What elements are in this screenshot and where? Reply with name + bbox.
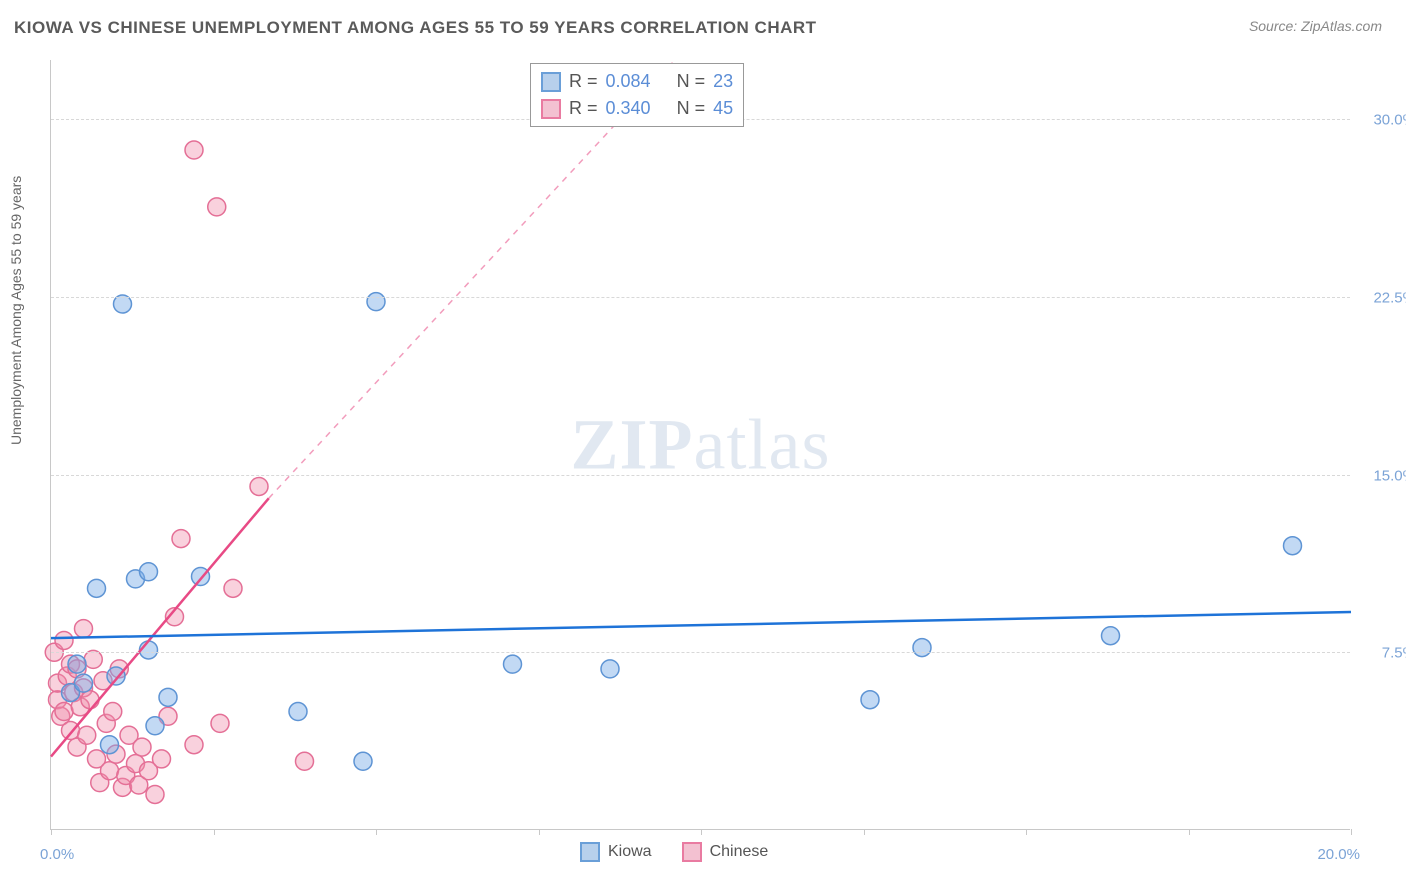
x-tick — [864, 829, 865, 835]
x-tick — [701, 829, 702, 835]
chart-source: Source: ZipAtlas.com — [1249, 18, 1382, 34]
legend-item-chinese: Chinese — [682, 842, 769, 862]
y-tick-label: 22.5% — [1356, 289, 1406, 306]
y-tick-label: 7.5% — [1356, 645, 1406, 662]
kiowa-swatch — [541, 72, 561, 92]
stats-legend: R = 0.084 N = 23 R = 0.340 N = 45 — [530, 63, 744, 127]
x-max-label: 20.0% — [1317, 846, 1360, 863]
chinese-swatch-bottom — [682, 842, 702, 862]
x-tick — [376, 829, 377, 835]
gridline-h: 22.5% — [51, 297, 1350, 298]
scatter-svg — [51, 60, 1350, 829]
stats-row-chinese: R = 0.340 N = 45 — [541, 95, 733, 122]
bottom-legend: Kiowa Chinese — [580, 842, 768, 862]
chinese-swatch — [541, 99, 561, 119]
x-min-label: 0.0% — [40, 846, 74, 863]
legend-item-kiowa: Kiowa — [580, 842, 652, 862]
y-axis-title: Unemployment Among Ages 55 to 59 years — [8, 176, 24, 445]
x-tick — [51, 829, 52, 835]
gridline-h: 7.5% — [51, 652, 1350, 653]
x-tick — [1026, 829, 1027, 835]
x-tick — [539, 829, 540, 835]
y-tick-label: 30.0% — [1356, 112, 1406, 129]
chart-title: KIOWA VS CHINESE UNEMPLOYMENT AMONG AGES… — [14, 18, 817, 38]
x-tick — [214, 829, 215, 835]
x-tick — [1351, 829, 1352, 835]
y-tick-label: 15.0% — [1356, 467, 1406, 484]
stats-row-kiowa: R = 0.084 N = 23 — [541, 68, 733, 95]
correlation-chart: KIOWA VS CHINESE UNEMPLOYMENT AMONG AGES… — [0, 0, 1406, 892]
plot-area: ZIPatlas 7.5%15.0%22.5%30.0% — [50, 60, 1350, 830]
x-tick — [1189, 829, 1190, 835]
kiowa-swatch-bottom — [580, 842, 600, 862]
gridline-h: 15.0% — [51, 475, 1350, 476]
